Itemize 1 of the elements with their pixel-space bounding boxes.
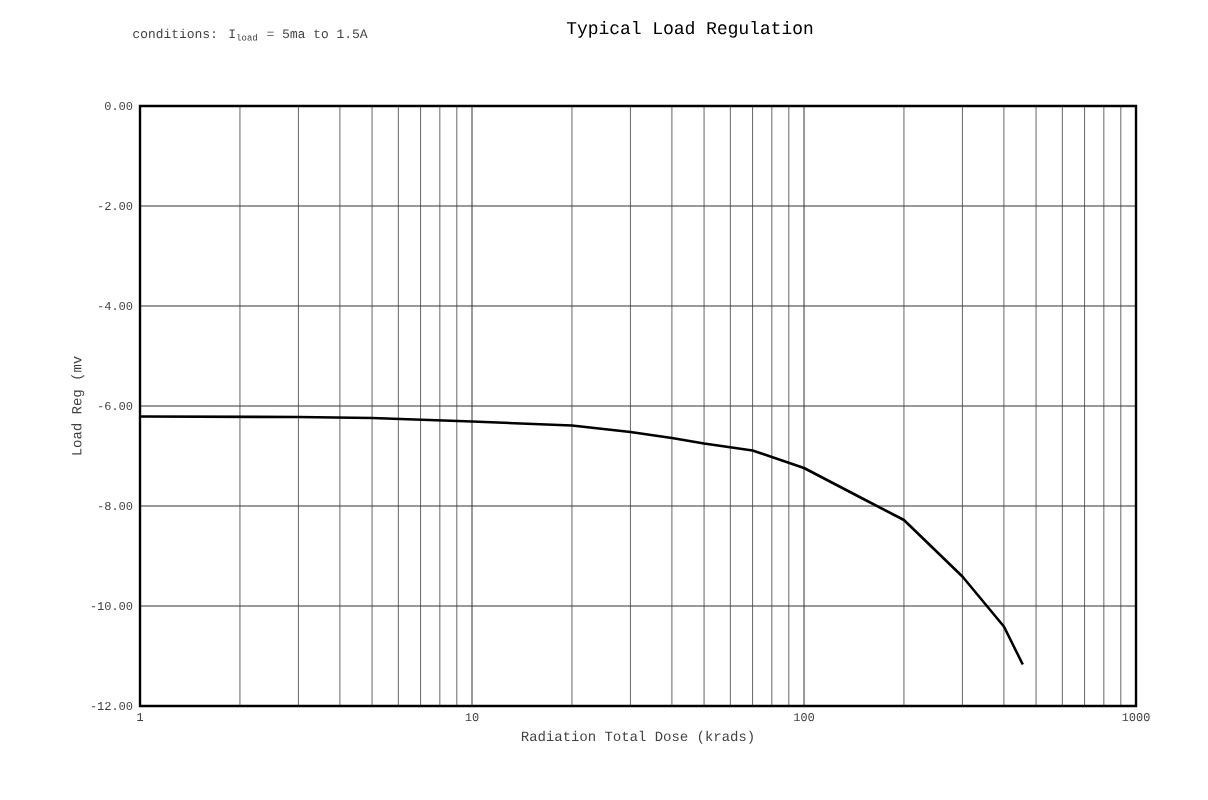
chart-title: Typical Load Regulation: [566, 21, 813, 38]
